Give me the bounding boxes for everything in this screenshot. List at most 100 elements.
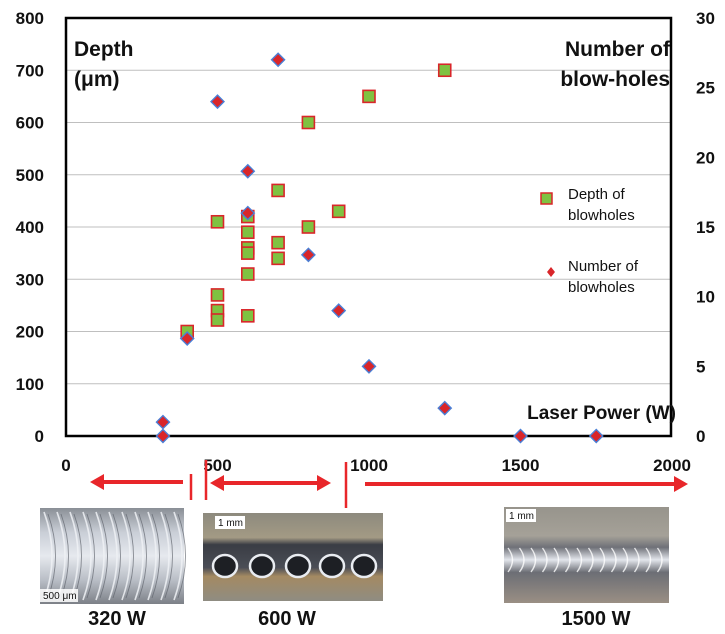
count-marker: [179, 330, 195, 346]
weld-pore: [211, 553, 239, 579]
depth-marker: [241, 225, 255, 240]
gridlines: [66, 69, 671, 385]
count-marker: [588, 428, 604, 444]
right-tick-label: 25: [696, 79, 715, 98]
weld-ripple: [633, 547, 640, 573]
depth-marker: [301, 115, 316, 130]
weld-ripple: [507, 547, 514, 573]
arrow-high-head: [674, 476, 688, 492]
plot-area: [64, 16, 673, 438]
depth-marker: [301, 220, 316, 234]
plot-frame: [64, 16, 673, 438]
series-number-of-blowholes: [155, 52, 604, 444]
depth-marker: [271, 183, 285, 198]
count-marker: [155, 428, 171, 444]
right-axis-ticks: 0 5 10 15 20 25 30: [696, 9, 715, 446]
x-tick-label: 1500: [502, 456, 540, 475]
right-axis-title-line2: blow-holes: [560, 68, 670, 91]
left-axis-title-line1: Depth: [74, 38, 134, 61]
count-marker: [240, 163, 256, 179]
scale-bar-high-box: [506, 509, 536, 522]
x-axis-ticks: 0 500 1000 1500 2000: [61, 456, 691, 475]
count-marker: [270, 52, 286, 68]
weld-ripple: [576, 547, 583, 573]
left-tick-label: 600: [16, 114, 44, 133]
left-tick-label: 200: [16, 323, 44, 342]
count-marker: [210, 94, 225, 110]
depth-marker: [271, 251, 285, 266]
scale-bar-high-label: 1 mm: [509, 511, 534, 522]
left-tick-label: 0: [35, 427, 44, 446]
weld-ripple: [121, 511, 131, 601]
series-depth-of-blowholes: [180, 63, 452, 339]
weld-ripple-shadow: [99, 513, 108, 599]
scale-bar-mid-box: [215, 516, 245, 529]
weld-ripple: [82, 511, 92, 601]
weld-ripple: [95, 511, 105, 601]
right-tick-label: 10: [696, 288, 715, 307]
scale-bar-mid-label: 1 mm: [218, 518, 243, 529]
x-tick-label: 500: [203, 456, 231, 475]
x-tick-label: 2000: [653, 456, 691, 475]
weld-ripple: [564, 547, 571, 573]
weld-pore: [248, 553, 276, 579]
count-marker: [361, 358, 377, 374]
left-tick-label: 800: [16, 9, 44, 28]
left-tick-label: 300: [16, 270, 44, 289]
weld-ripple: [530, 547, 537, 573]
power-range-arrows: [90, 460, 688, 508]
depth-marker: [241, 267, 255, 281]
depth-marker: [331, 204, 346, 219]
depth-marker: [210, 288, 225, 302]
legend-depth-line2: blowholes: [568, 207, 635, 224]
weld-ripple-shadow: [138, 513, 147, 599]
arrow-low-head: [90, 474, 104, 490]
depth-marker: [271, 235, 285, 250]
right-axis-title-line1: Number of: [565, 38, 671, 61]
weld-ripple: [599, 547, 606, 573]
legend-square-marker: [540, 192, 553, 205]
left-axis-title-line2: (μm): [74, 68, 120, 91]
arrow-mid-head-left: [210, 475, 224, 491]
left-tick-label: 100: [16, 375, 44, 394]
weld-ripple: [541, 547, 548, 573]
weld-ripple-shadow: [151, 513, 160, 599]
weld-ripple: [518, 547, 525, 573]
depth-marker: [210, 313, 225, 327]
caption-320w: 320 W: [88, 608, 146, 630]
depth-marker: [241, 246, 255, 260]
legend-number-line1: Number of: [568, 258, 639, 275]
count-marker: [300, 247, 316, 263]
count-marker: [331, 303, 347, 319]
weld-ripple-shadow: [125, 513, 134, 599]
weld-ripple-shadow: [86, 513, 95, 599]
weld-ripple-shadow: [112, 513, 121, 599]
caption-600w: 600 W: [258, 608, 316, 630]
depth-marker: [362, 89, 376, 104]
count-marker: [437, 400, 453, 416]
left-tick-label: 400: [16, 218, 44, 237]
legend-number-line2: blowholes: [568, 279, 635, 296]
arrow-mid-head-right: [317, 475, 331, 491]
weld-pore: [350, 553, 378, 579]
right-tick-label: 15: [696, 218, 715, 237]
weld-pore: [284, 553, 312, 579]
weld-ripple: [134, 511, 144, 601]
weld-ripple-shadow: [177, 513, 186, 599]
weld-ripple: [553, 547, 560, 573]
weld-pores-mid: [211, 553, 378, 579]
count-marker: [240, 205, 256, 221]
scale-bar-low-box: [40, 589, 78, 602]
legend-depth-line1: Depth of: [568, 186, 626, 203]
right-tick-label: 30: [696, 9, 715, 28]
right-tick-label: 0: [696, 427, 705, 446]
legend-diamond-marker: [547, 267, 555, 277]
x-tick-label: 0: [61, 456, 70, 475]
micrograph-600w: 1 mm: [203, 513, 383, 601]
depth-marker: [241, 309, 255, 323]
caption-1500w: 1500 W: [562, 608, 631, 630]
scale-bar-low-label: 500 μm: [43, 591, 77, 602]
weld-ripples-low: [43, 511, 186, 601]
weld-ripple: [147, 511, 157, 601]
